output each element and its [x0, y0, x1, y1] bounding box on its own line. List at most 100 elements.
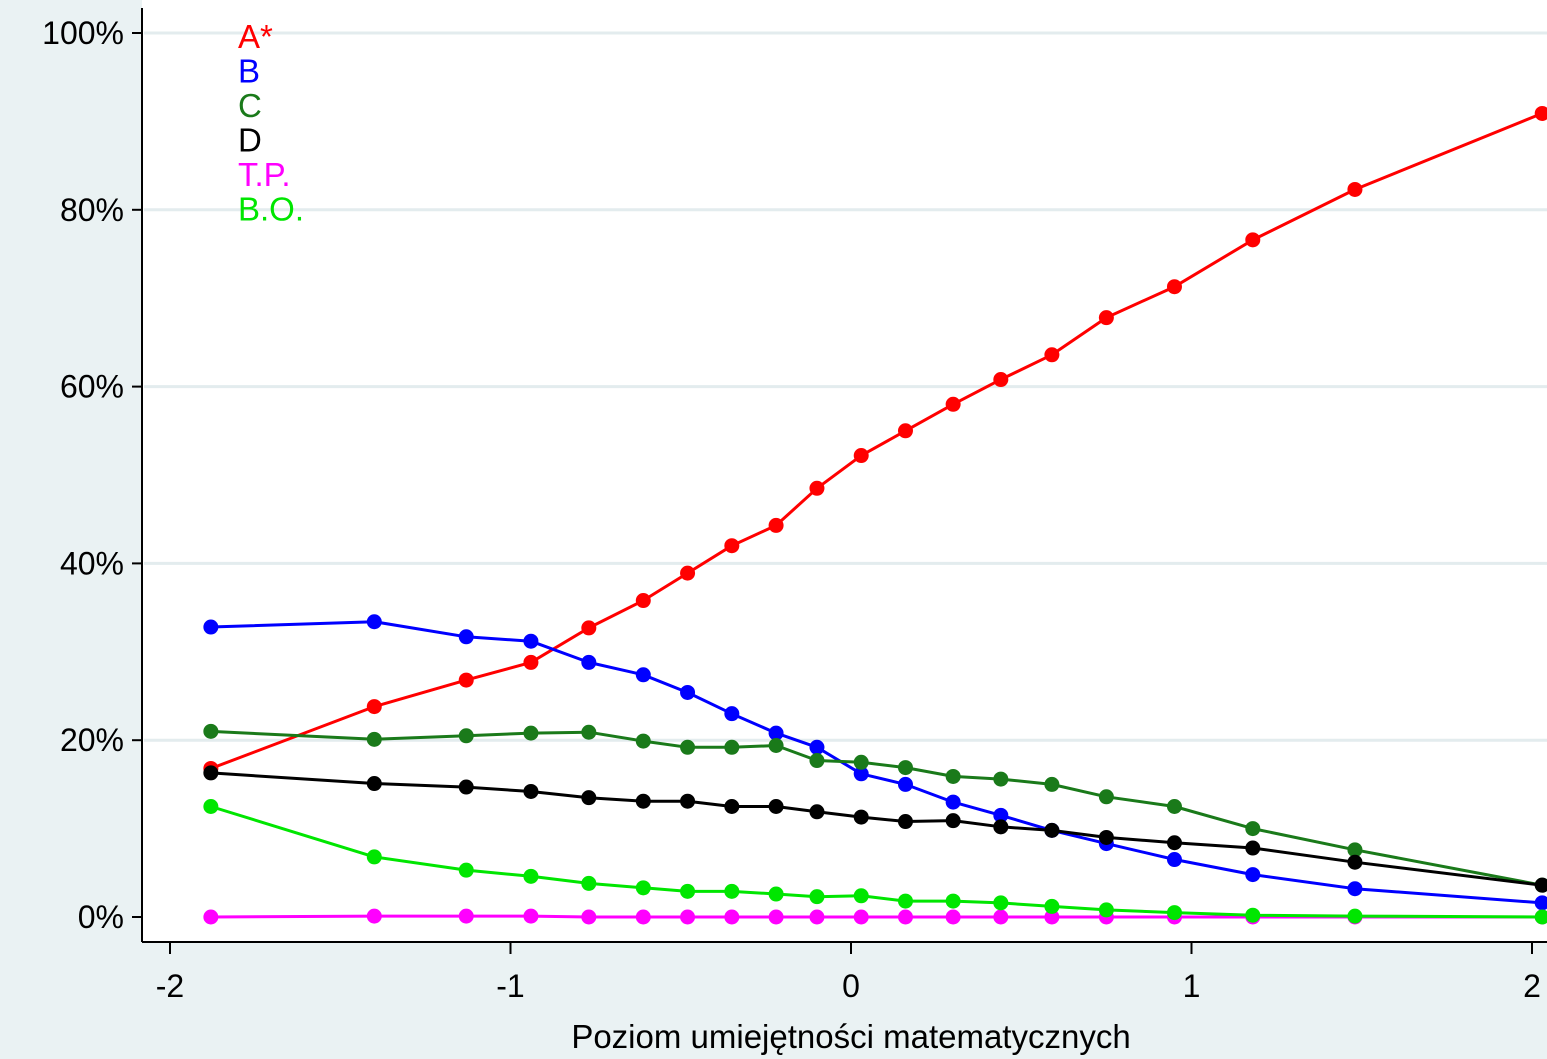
- data-point: [1044, 822, 1060, 838]
- data-point: [724, 739, 740, 755]
- data-point: [768, 517, 784, 533]
- data-point: [680, 909, 696, 925]
- data-point: [1534, 909, 1547, 925]
- data-point: [203, 619, 219, 635]
- data-point: [1166, 799, 1182, 814]
- data-point: [635, 667, 651, 683]
- series-line: [210, 805, 1543, 919]
- series-line: [210, 729, 1543, 887]
- y-tick-label: 40%: [60, 545, 124, 581]
- data-point: [680, 739, 696, 755]
- y-tick-label: 60%: [60, 369, 124, 405]
- data-point: [1044, 898, 1060, 914]
- data-point: [897, 909, 913, 925]
- data-point: [993, 909, 1009, 925]
- data-point: [809, 739, 825, 755]
- data-point: [635, 733, 651, 749]
- x-tick-label: -2: [156, 968, 184, 1004]
- data-point: [724, 706, 740, 722]
- data-point: [897, 893, 913, 909]
- axes: 0% 20% 40% 60% 80% 100% -2 -1 0 1 2: [42, 8, 1547, 1004]
- data-point: [1098, 902, 1114, 918]
- data-point: [853, 809, 869, 825]
- x-tick-label: 0: [842, 968, 860, 1004]
- data-point: [809, 753, 825, 769]
- data-point: [458, 779, 474, 795]
- data-point: [680, 565, 696, 581]
- series-0: [203, 105, 1547, 776]
- data-point: [680, 883, 696, 899]
- data-point: [809, 909, 825, 925]
- series-3: [203, 765, 1547, 893]
- data-point: [724, 538, 740, 554]
- y-tick-label: 0%: [78, 899, 124, 935]
- data-point: [1534, 877, 1547, 893]
- data-point: [993, 895, 1009, 911]
- data-point: [581, 620, 597, 636]
- legend-entry: D: [238, 122, 262, 159]
- y-tick-label: 80%: [60, 192, 124, 228]
- legend-entry: T.P.: [238, 156, 291, 193]
- data-point: [635, 880, 651, 896]
- x-tick-label: 1: [1183, 968, 1201, 1004]
- data-point: [680, 793, 696, 809]
- data-point: [768, 738, 784, 754]
- data-point: [523, 783, 539, 799]
- data-point: [1347, 908, 1363, 924]
- data-point: [897, 814, 913, 830]
- y-tick-label: 100%: [42, 15, 124, 51]
- data-point: [523, 868, 539, 884]
- data-point: [897, 776, 913, 792]
- data-point: [1347, 854, 1363, 870]
- x-tick-label: -1: [496, 968, 524, 1004]
- legend-entry: C: [238, 87, 262, 124]
- data-point: [203, 765, 219, 781]
- data-point: [523, 725, 539, 741]
- data-point: [1098, 829, 1114, 845]
- data-point: [523, 908, 539, 924]
- data-point: [366, 776, 382, 792]
- data-point: [1245, 821, 1261, 837]
- data-point: [945, 813, 961, 829]
- data-point: [993, 807, 1009, 823]
- data-point: [1098, 789, 1114, 805]
- data-point: [1245, 907, 1261, 923]
- data-point: [1044, 347, 1060, 363]
- series-line: [210, 914, 1543, 919]
- data-point: [203, 723, 219, 739]
- data-point: [366, 849, 382, 865]
- data-point: [203, 799, 219, 814]
- data-point: [1166, 279, 1182, 295]
- data-point: [1166, 905, 1182, 921]
- data-point: [523, 654, 539, 670]
- data-point: [945, 396, 961, 412]
- data-point: [724, 799, 740, 814]
- data-point: [458, 728, 474, 744]
- data-point: [853, 766, 869, 782]
- data-point: [635, 909, 651, 925]
- series-line: [210, 771, 1543, 887]
- data-point: [1044, 909, 1060, 925]
- plot-background: [142, 0, 1547, 942]
- series-5: [203, 799, 1547, 925]
- data-point: [366, 731, 382, 747]
- data-point: [1347, 842, 1363, 858]
- data-point: [945, 909, 961, 925]
- data-point: [581, 790, 597, 806]
- data-point: [724, 883, 740, 899]
- data-point: [458, 908, 474, 924]
- data-point: [1098, 310, 1114, 326]
- data-point: [945, 794, 961, 810]
- legend-entry: B: [238, 53, 260, 90]
- data-point: [945, 768, 961, 784]
- data-point: [853, 448, 869, 464]
- data-point: [1245, 840, 1261, 856]
- data-point: [203, 909, 219, 925]
- data-point: [366, 614, 382, 630]
- data-point: [897, 423, 913, 439]
- legend-entry: B.O.: [238, 191, 304, 228]
- x-axis-title: Poziom umiejętności matematycznych: [571, 1018, 1130, 1055]
- data-point: [458, 862, 474, 878]
